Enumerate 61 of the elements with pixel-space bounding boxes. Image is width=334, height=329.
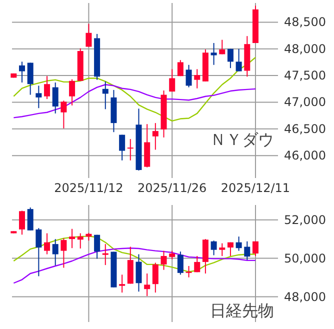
- y-tick-label: 48,000: [284, 42, 326, 56]
- candlestick: [127, 246, 134, 284]
- candlestick: [19, 61, 26, 83]
- candlestick: [77, 232, 84, 249]
- candlestick: [152, 122, 158, 150]
- candlestick: [60, 100, 67, 129]
- candlestick: [102, 244, 108, 266]
- candlestick: [152, 262, 158, 294]
- y-tick-label: 46,000: [284, 148, 326, 163]
- y-tick-label: 48,000: [284, 290, 326, 304]
- candlestick: [219, 242, 226, 256]
- line-series: [13, 84, 256, 118]
- candlestick: [244, 240, 250, 261]
- candlestick: [194, 255, 200, 273]
- candlestick: [177, 251, 184, 276]
- candlestick: [219, 39, 226, 55]
- candlestick: [160, 250, 167, 270]
- candlestick: [60, 238, 67, 268]
- candlestick: [44, 76, 50, 100]
- y-tick-label: 52,000: [284, 212, 326, 227]
- candlestick: [52, 82, 58, 114]
- candlestick: [202, 238, 208, 274]
- x-tick-label: 2025/11/26: [138, 181, 207, 195]
- candlestick: [236, 236, 242, 252]
- y-tick-label: 48,500: [284, 15, 326, 30]
- x-tick-label: 2025/11/12: [54, 181, 124, 195]
- candlestick: [194, 68, 200, 89]
- candlestick: [227, 48, 234, 69]
- candlestick: [186, 64, 192, 88]
- candlestick: [27, 62, 34, 96]
- candlestick: [210, 240, 217, 256]
- x-tick-label: 2025/12/11: [220, 181, 290, 195]
- candlestick: [169, 68, 176, 92]
- candlestick: [210, 42, 217, 66]
- y-tick-label: 47,000: [284, 95, 326, 110]
- candlestick: [102, 80, 108, 110]
- candlestick: [119, 134, 126, 161]
- text: 日経先物: [210, 301, 274, 320]
- candlestick: [52, 238, 58, 266]
- text: ＮＹダウ: [210, 130, 274, 149]
- candlestick: [227, 242, 234, 256]
- candlestick: [127, 138, 134, 161]
- candlestick: [27, 207, 34, 231]
- candlestick: [36, 228, 42, 277]
- candlestick: [136, 254, 142, 292]
- candlestick: [177, 60, 184, 77]
- y-tick-label: 47,500: [284, 68, 326, 83]
- y-tick-label: 46,500: [284, 122, 326, 136]
- candlestick: [236, 48, 242, 72]
- candlestick: [69, 78, 76, 106]
- candlestick: [86, 23, 92, 48]
- candlestick: [19, 210, 26, 236]
- candlestick: [144, 273, 150, 297]
- candlestick: [44, 232, 50, 255]
- line-series: [13, 56, 256, 122]
- y-tick-label: 50,000: [284, 251, 326, 266]
- candlestick: [252, 240, 258, 256]
- candlestick: [69, 228, 76, 249]
- candlestick: [36, 85, 42, 109]
- candlestick: [94, 234, 100, 260]
- candlestick: [119, 274, 126, 294]
